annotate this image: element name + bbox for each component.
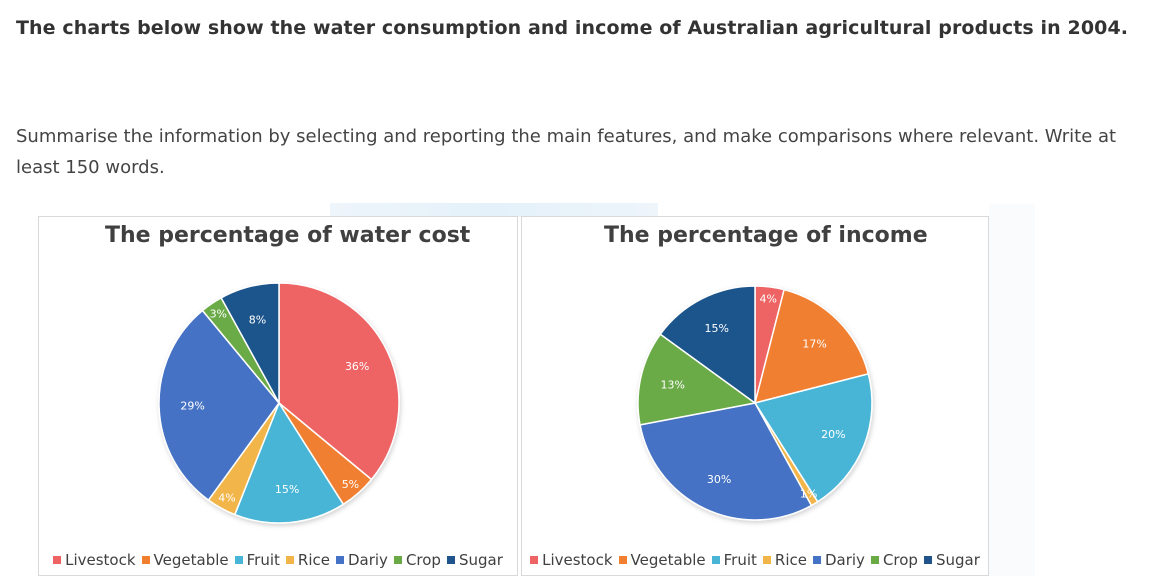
legend-swatch [762,556,771,564]
legend-label: Rice [297,551,330,569]
legend-item-livestock: Livestock [53,551,136,569]
water-cost-chart: The percentage of water cost 36% 5% 15% 4% 2… [38,216,518,576]
legend-item-fruit: Fruit [234,551,280,569]
slice-label-rice: 1% [800,488,817,501]
legend-swatch [870,556,879,564]
pie-slice-vegetable [753,288,870,405]
slice-label-sugar: 8% [249,313,266,326]
pie-slice-dariy [158,309,280,502]
legend-swatch [812,556,821,564]
legend-swatch [711,556,720,564]
slice-label-rice: 4% [218,492,235,505]
legend-item-sugar: Sugar [923,551,980,569]
legend-label: Fruit [723,551,757,569]
legend-label: Crop [405,551,441,569]
income-pie: 4% 17% 20% 1% 30% 13% 15% [637,285,873,521]
slice-label-sugar: 15% [705,322,729,335]
legend-label: Vegetable [630,551,706,569]
legend-item-crop: Crop [393,551,441,569]
chart-title: The percentage of income [604,223,928,248]
pie-slice-dariy [639,402,813,521]
chart-title: The percentage of water cost [105,223,471,248]
slice-label-fruit: 15% [275,483,299,496]
legend-swatch [393,556,402,564]
legend-swatch [285,556,294,564]
slice-label-crop: 13% [661,379,685,392]
legend-item-dariy: Dariy [335,551,388,569]
legend-swatch [141,556,150,564]
background-fade [989,204,1035,576]
legend-swatch [234,556,243,564]
legend-label: Sugar [935,551,980,569]
legend-label: Dariy [347,551,388,569]
legend-item-livestock: Livestock [530,551,613,569]
legend-swatch [618,556,627,564]
slice-label-vegetable: 5% [342,478,359,491]
income-chart: The percentage of income 4% 17% 20% 1% 30% 13… [521,216,989,576]
pie-slice-fruit [233,401,345,524]
legend-item-sugar: Sugar [446,551,503,569]
legend-label: Rice [774,551,807,569]
legend-swatch [335,556,344,564]
task-instructions: Summarise the information by selecting a… [16,126,1117,178]
legend-label: Dariy [824,551,865,569]
legend-item-crop: Crop [870,551,918,569]
slice-label-livestock: 4% [759,293,776,306]
slice-label-crop: 3% [210,308,227,321]
slice-label-dariy: 30% [707,473,731,486]
legend-item-fruit: Fruit [711,551,757,569]
pie-slice-sugar [220,282,280,404]
legend-label: Crop [882,551,918,569]
legend-item-rice: Rice [285,551,330,569]
legend-swatch [923,556,932,564]
background-strip [330,203,658,217]
slice-label-dariy: 29% [180,400,204,413]
legend-item-vegetable: Vegetable [141,551,229,569]
legend-label: Livestock [65,551,136,569]
pie-slice-sugar [659,285,756,405]
legend-label: Fruit [246,551,280,569]
legend-item-dariy: Dariy [812,551,865,569]
slice-label-fruit: 20% [821,428,845,441]
pie-slice-crop [637,333,757,426]
legend-label: Livestock [542,551,613,569]
legend-item-vegetable: Vegetable [618,551,706,569]
water-cost-pie: 36% 5% 15% 4% 29% 3% 8% [158,282,400,524]
slice-label-livestock: 36% [345,360,369,373]
pie-slice-livestock [278,282,400,481]
pie-slice-fruit [753,372,873,503]
chart-legend: Livestock Vegetable Fruit Rice Dariy Crop Suga… [39,551,517,569]
legend-swatch [53,556,62,564]
legend-swatch [446,556,455,564]
slice-label-vegetable: 17% [802,337,826,350]
legend-item-rice: Rice [762,551,807,569]
legend-label: Vegetable [153,551,229,569]
chart-legend: Livestock Vegetable Fruit Rice Dariy Crop Suga… [522,551,988,569]
task-title: The charts below show the water consumpt… [16,17,1129,39]
legend-swatch [530,556,539,564]
legend-label: Sugar [458,551,503,569]
